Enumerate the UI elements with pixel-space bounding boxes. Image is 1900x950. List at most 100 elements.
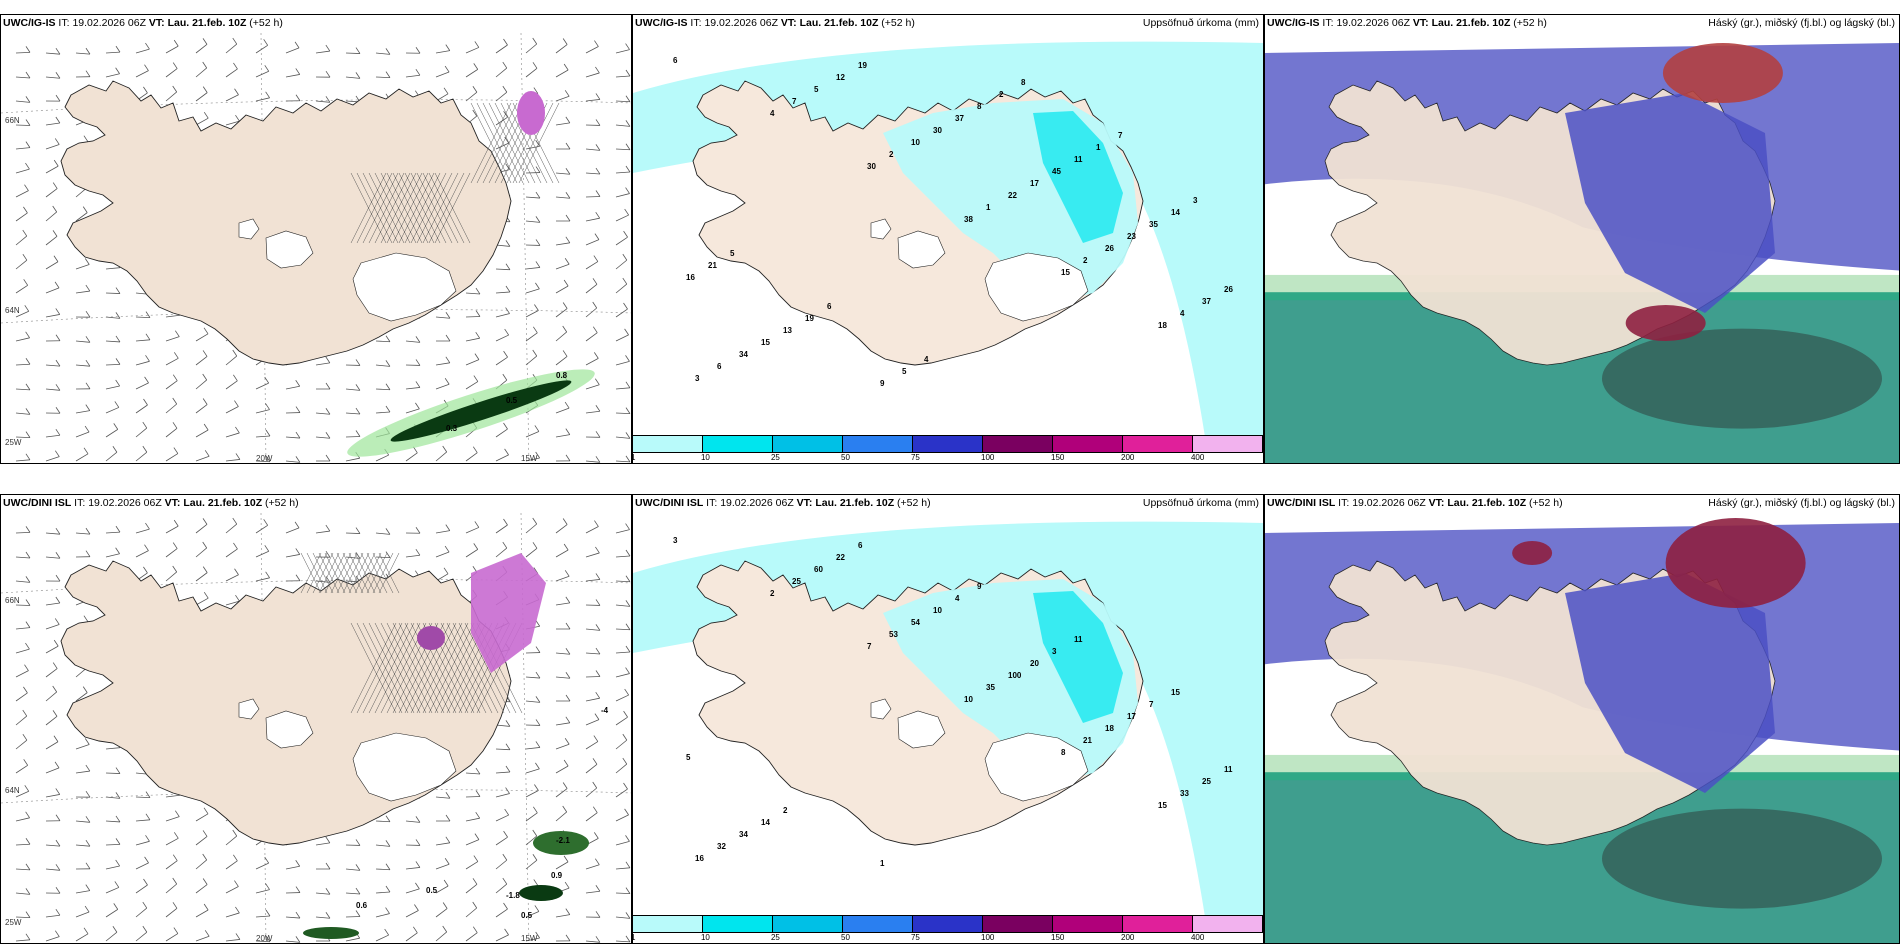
wind-label: 0.5 (521, 911, 533, 920)
precip-value: 3 (1193, 196, 1198, 205)
precip-map: 3271081516255335213332605410018253422102… (633, 513, 1263, 917)
precip-value: 26 (1224, 285, 1233, 294)
panel-ig-precip: UWC/IG-IS IT: 19.02.2026 06Z VT: Lau. 21… (632, 14, 1264, 464)
axis-label: 64N (5, 786, 20, 795)
colorbar-swatch (913, 916, 983, 932)
precip-value: 15 (1061, 268, 1070, 277)
precip-value: 11 (1224, 765, 1233, 774)
colorbar-swatch (633, 436, 703, 452)
wind-map: 0.8 0.5 0.3 20W 15W 66N 64N 25W (1, 33, 631, 463)
colorbar-label: 75 (910, 933, 920, 942)
colorbar-swatch (703, 916, 773, 932)
colorbar-swatch (1123, 916, 1193, 932)
axis-label: 15W (521, 934, 538, 943)
precip-value: 22 (1008, 191, 1017, 200)
precip-value: 9 (880, 379, 885, 388)
precip-value: 6 (717, 362, 722, 371)
precip-value: 12 (836, 73, 845, 82)
precip-value: 30 (933, 126, 942, 135)
precip-value: 7 (867, 642, 872, 651)
precip-value: 16 (686, 273, 695, 282)
colorbar-label: 150 (1051, 453, 1065, 462)
precip-value: 2 (889, 150, 894, 159)
precip-value: 100 (1008, 671, 1022, 680)
colorbar-label: 10 (700, 453, 710, 462)
precip-value: 20 (1030, 659, 1039, 668)
axis-label: 64N (5, 306, 20, 315)
precip-value: 19 (805, 314, 814, 323)
colorbar-swatch (843, 916, 913, 932)
precip-value: 35 (1149, 220, 1158, 229)
colorbar-label: 200 (1121, 933, 1135, 942)
colorbar-swatch (703, 436, 773, 452)
colorbar-label: 1 (633, 453, 635, 462)
precip-value: 5 (686, 753, 691, 762)
precip-value: 1 (1096, 143, 1101, 152)
panel-ig-cloud: UWC/IG-IS IT: 19.02.2026 06Z VT: Lau. 21… (1264, 14, 1900, 464)
colorbar-swatch (633, 916, 703, 932)
panel-ig-wind: UWC/IG-IS IT: 19.02.2026 06Z VT: Lau. 21… (0, 14, 632, 464)
precip-value: 6 (858, 541, 863, 550)
wind-label: 0.8 (556, 371, 568, 380)
colorbar-label: 150 (1051, 933, 1065, 942)
precip-value: 8 (1021, 78, 1026, 87)
precip-value: 11 (1074, 155, 1083, 164)
precip-value: 14 (761, 818, 770, 827)
precip-value: 3 (1052, 647, 1057, 656)
panel-title: UWC/DINI ISL IT: 19.02.2026 06Z VT: Lau.… (3, 497, 299, 509)
precip-value: 19 (858, 61, 867, 70)
panel-title: UWC/IG-IS IT: 19.02.2026 06Z VT: Lau. 21… (635, 17, 915, 29)
precip-map: 6430381518372124651022263734123017232615… (633, 33, 1263, 437)
panel-right-title: Háský (gr.), miðský (fj.bl.) og lágský (… (1708, 17, 1895, 29)
precip-value: 45 (1052, 167, 1061, 176)
colorbar-label: 400 (1190, 453, 1205, 462)
precip-value: 9 (977, 582, 982, 591)
panel-dini-precip: UWC/DINI ISL IT: 19.02.2026 06Z VT: Lau.… (632, 494, 1264, 944)
cloud-map (1265, 513, 1899, 943)
precip-value: 14 (1171, 208, 1180, 217)
precip-value: 2 (770, 589, 775, 598)
colorbar-swatch (773, 436, 843, 452)
wind-label: 0.5 (426, 886, 438, 895)
precip-value: 10 (964, 695, 973, 704)
precip-value: 1 (986, 203, 991, 212)
precip-value: 13 (783, 326, 792, 335)
precip-value: 26 (1105, 244, 1114, 253)
precip-value: 4 (1180, 309, 1185, 318)
colorbar-swatch (1193, 916, 1263, 932)
precip-value: 7 (1149, 700, 1154, 709)
colorbar-label: 10 (700, 933, 710, 942)
precip-value: 30 (867, 162, 876, 171)
axis-label: 66N (5, 116, 20, 125)
wind-label: 0.9 (551, 871, 563, 880)
precip-value: 37 (1202, 297, 1211, 306)
precip-value: 8 (1061, 748, 1066, 757)
wind-label: 0.5 (506, 396, 518, 405)
precip-value: 3 (695, 374, 700, 383)
panel-title: UWC/DINI ISL IT: 19.02.2026 06Z VT: Lau.… (635, 497, 931, 509)
panel-right-title: Uppsöfnuð úrkoma (mm) (1142, 17, 1259, 29)
axis-label: 25W (5, 438, 22, 447)
precip-value: 18 (1158, 321, 1167, 330)
colorbar-label: 100 (981, 933, 995, 942)
panel-dini-cloud: UWC/DINI ISL IT: 19.02.2026 06Z VT: Lau.… (1264, 494, 1900, 944)
panel-title: UWC/IG-IS IT: 19.02.2026 06Z VT: Lau. 21… (1267, 17, 1547, 29)
precip-value: 22 (836, 553, 845, 562)
precip-value: 7 (1118, 131, 1123, 140)
colorbar-swatch (1053, 436, 1123, 452)
panel-title: UWC/DINI ISL IT: 19.02.2026 06Z VT: Lau.… (1267, 497, 1563, 509)
wind-label: 0.6 (356, 901, 368, 910)
precip-value: 4 (924, 355, 929, 364)
wind-label: -1.8 (506, 891, 520, 900)
axis-label: 20W (256, 934, 273, 943)
colorbar-label: 200 (1121, 453, 1135, 462)
panel-right-title: Háský (gr.), miðský (fj.bl.) og lágský (… (1708, 497, 1895, 509)
precip-value: 5 (902, 367, 907, 376)
wind-map: 0.5 -1.8 0.9 0.6 0.5 -2.1 -4 20W 15W 66N 64N 25W (1, 513, 631, 943)
precip-value: 15 (1171, 688, 1180, 697)
colorbar-label: 25 (770, 453, 780, 462)
precip-value: 3 (673, 536, 678, 545)
precip-value: 33 (1180, 789, 1189, 798)
precip-value: 15 (1158, 801, 1167, 810)
precip-value: 34 (739, 830, 748, 839)
